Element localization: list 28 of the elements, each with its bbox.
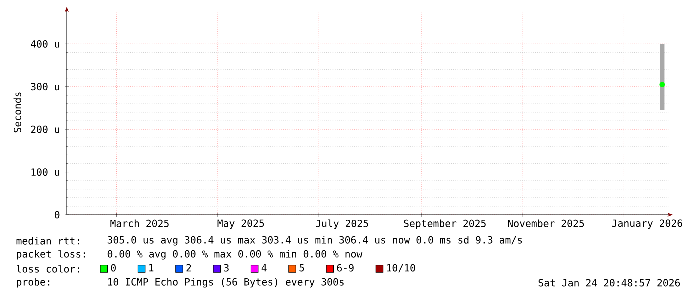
text: Sat Jan 24 20:48:57 2026 — [538, 279, 680, 287]
y-axis-title: Seconds — [14, 92, 22, 133]
legend-label: 5 — [300, 264, 304, 272]
text: 0.00 % avg 0.00 % max 0.00 % min 0.00 % now — [108, 250, 363, 260]
x-tick-label: July 2025 — [316, 220, 368, 230]
x-tick-label: September 2025 — [404, 220, 486, 230]
legend-label: 10/10 — [387, 264, 416, 273]
x-tick-label: November 2025 — [508, 220, 584, 228]
y-tick-label: 100 u — [32, 168, 60, 176]
text: 305.0 us avg 306.4 us max 303.4 us min 306.4 us now 0.0 ms sd 9.3 am/s — [108, 236, 522, 246]
legend-label: 2 — [186, 264, 192, 272]
y-tick-label: 200 u — [31, 126, 60, 134]
text: 10 ICMP Echo Pings (56 Bytes) every 300s — [108, 278, 344, 288]
y-tick-label: 400 u — [31, 40, 60, 48]
legend-label: 1 — [150, 264, 154, 272]
text: probe: — [17, 278, 50, 288]
text: packet loss: — [17, 250, 86, 260]
legend-title: loss color: — [17, 265, 80, 273]
x-tick-label: January 2026 — [612, 220, 682, 230]
y-tick-label: 0 — [55, 211, 60, 219]
x-tick-label: May 2025 — [218, 220, 264, 230]
legend-label: 0 — [111, 264, 116, 272]
legend-label: 3 — [224, 264, 229, 272]
x-tick-label: March 2025 — [110, 220, 169, 228]
legend-label: 6-9 — [337, 264, 354, 272]
y-tick-label: 300 u — [31, 83, 60, 91]
legend-label: 4 — [262, 264, 267, 272]
text: median rtt: — [16, 237, 80, 245]
